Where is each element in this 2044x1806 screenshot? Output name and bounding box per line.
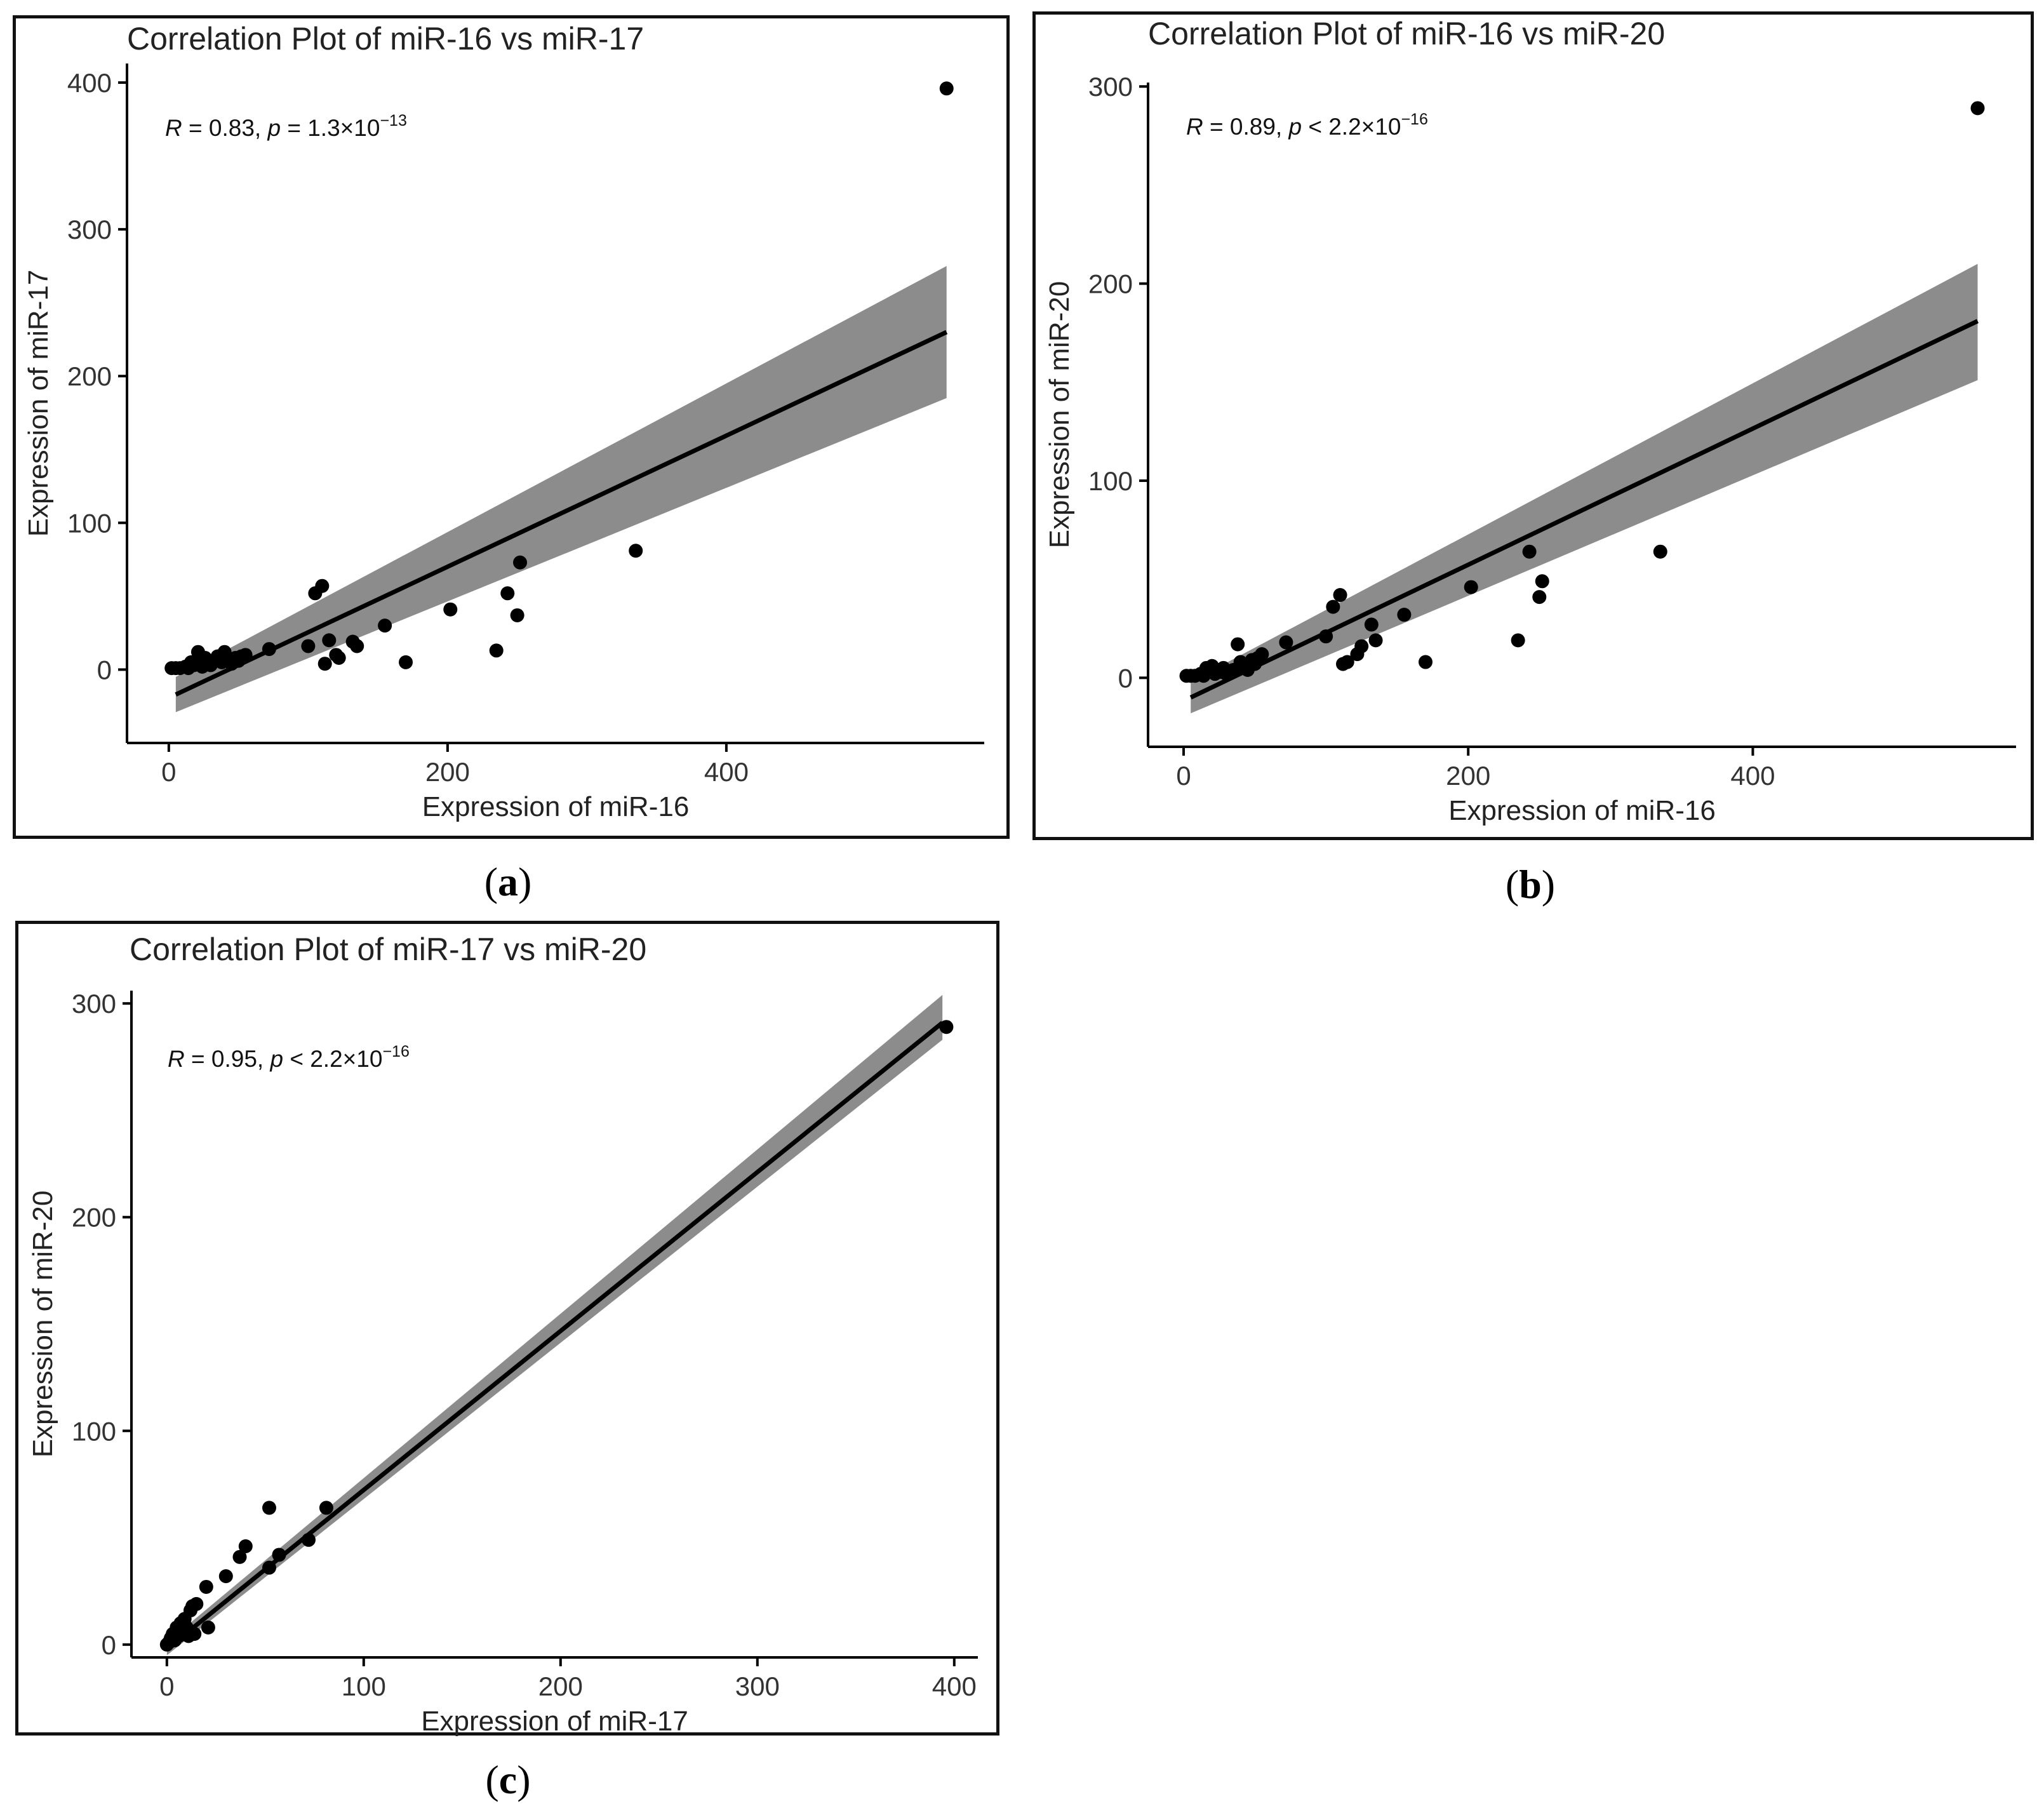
data-point [378, 619, 392, 633]
panel-c-caption: (c) [485, 1757, 531, 1802]
data-point [489, 643, 504, 658]
data-point [301, 639, 316, 653]
x-tick-label: 0 [161, 757, 176, 787]
annotation-part: = 0.83, [182, 115, 268, 141]
y-tick-label: 400 [67, 68, 112, 98]
panel-c [15, 921, 999, 1736]
annotation-part: −13 [380, 112, 406, 130]
data-point [238, 648, 253, 662]
regression-line [175, 330, 948, 697]
data-point [629, 544, 643, 558]
data-point [350, 639, 364, 653]
panel-b [1032, 11, 2034, 840]
data-point [331, 650, 346, 665]
data-point [262, 642, 276, 657]
data-point [315, 579, 330, 593]
data-point [399, 655, 413, 669]
y-tick-label: 300 [67, 215, 112, 244]
data-point [500, 586, 515, 601]
data-point [513, 555, 528, 570]
x-tick-label: 400 [704, 757, 749, 787]
annotation-part: R [165, 115, 182, 141]
chart-title: Correlation Plot of miR-16 vs miR-17 [127, 21, 644, 57]
annotation-part: p [267, 115, 281, 141]
y-axis-label: Expression of miR-17 [23, 270, 54, 537]
correlation-annotation: R = 0.83, p = 1.3×10−13 [165, 112, 407, 141]
data-point [317, 657, 332, 671]
data-point [939, 81, 954, 96]
y-tick-label: 100 [67, 508, 112, 538]
data-point [510, 608, 524, 622]
confidence-band [175, 265, 947, 712]
panel-a-caption: (a) [484, 859, 532, 904]
x-tick-label: 200 [425, 757, 470, 787]
x-axis-label: Expression of miR-16 [422, 791, 690, 822]
data-point [443, 602, 458, 617]
panel-b-caption: (b) [1505, 862, 1556, 907]
y-tick-label: 200 [67, 361, 112, 391]
annotation-part: = 1.3×10 [281, 115, 380, 141]
y-tick-label: 0 [97, 655, 112, 685]
data-point [322, 633, 337, 648]
